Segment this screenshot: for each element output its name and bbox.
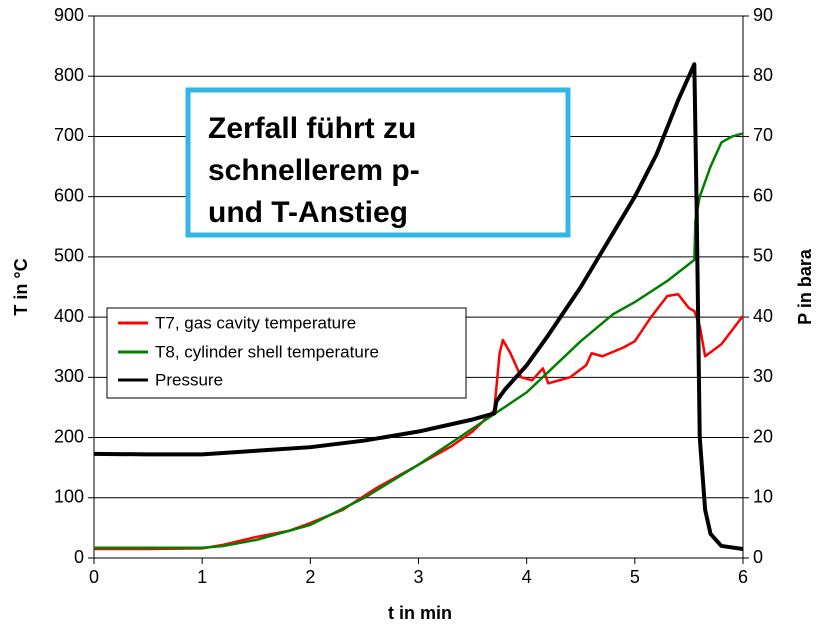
y2-tick-label: 40 — [753, 306, 773, 326]
y2-tick-label: 30 — [753, 366, 773, 386]
y2-tick-label: 60 — [753, 185, 773, 205]
y-tick-label: 100 — [54, 487, 84, 507]
annotation: Zerfall führt zu schnellerem p- und T-An… — [185, 87, 571, 238]
annotation-text: und T-Anstieg — [208, 196, 408, 229]
y-tick-label: 400 — [54, 306, 84, 326]
x-tick-label: 1 — [197, 567, 207, 587]
legend-label: T7, gas cavity temperature — [155, 313, 356, 332]
legend: T7, gas cavity temperature T8, cylinder … — [106, 307, 467, 399]
annotation-text: Zerfall führt zu — [208, 112, 416, 145]
x-tick-label: 4 — [522, 567, 532, 587]
y2-tick-label: 20 — [753, 426, 773, 446]
y2-tick-label: 10 — [753, 487, 773, 507]
legend-label: T8, cylinder shell temperature — [155, 342, 379, 361]
y2-axis-label: P in bara — [795, 248, 815, 325]
y-tick-label: 0 — [74, 547, 84, 567]
legend-box — [106, 307, 467, 399]
y2-tick-label: 50 — [753, 246, 773, 266]
x-tick-label: 5 — [630, 567, 640, 587]
y-tick-label: 900 — [54, 5, 84, 25]
annotation-text: schnellerem p- — [208, 154, 420, 187]
legend-label: Pressure — [155, 370, 223, 389]
y2-tick-label: 70 — [753, 125, 773, 145]
x-tick-label: 3 — [413, 567, 423, 587]
x-tick-label: 6 — [738, 567, 748, 587]
y2-tick-label: 90 — [753, 5, 773, 25]
y-tick-label: 300 — [54, 366, 84, 386]
y-tick-label: 200 — [54, 426, 84, 446]
lines — [93, 62, 744, 551]
x-tick-label: 2 — [305, 567, 315, 587]
series-line — [93, 62, 744, 551]
y-tick-label: 800 — [54, 65, 84, 85]
y-axis-label: T in °C — [11, 258, 31, 315]
series-line — [94, 132, 744, 550]
x-axis-label: t in min — [388, 603, 452, 623]
y2-tick-label: 0 — [753, 547, 763, 567]
y-tick-label: 600 — [54, 185, 84, 205]
x-tick-label: 0 — [89, 567, 99, 587]
y-tick-label: 700 — [54, 125, 84, 145]
y-tick-label: 500 — [54, 246, 84, 266]
annotation-box — [185, 87, 571, 238]
y2-tick-label: 80 — [753, 65, 773, 85]
